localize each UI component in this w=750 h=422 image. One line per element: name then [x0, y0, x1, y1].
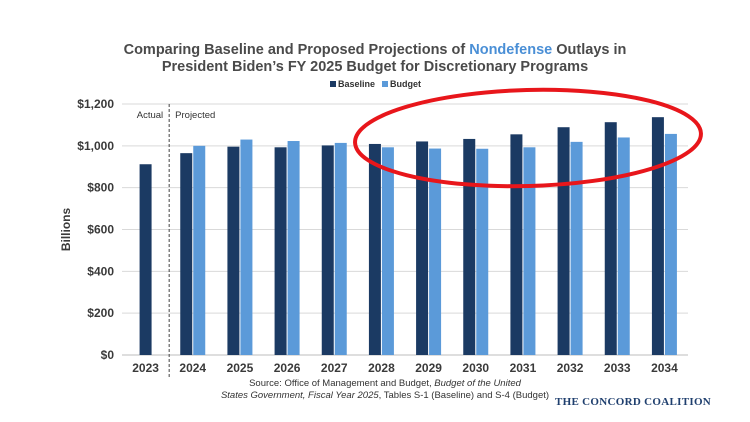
chart-title: Comparing Baseline and Proposed Projecti…	[0, 42, 750, 76]
bar-baseline-2024	[180, 153, 193, 355]
legend-swatch-budget	[382, 81, 388, 87]
x-tick-label: 2031	[510, 361, 537, 375]
bar-baseline-2028	[368, 143, 381, 355]
bar-budget-2027	[334, 142, 347, 355]
bar-budget-2032	[570, 141, 583, 355]
title-line-1: Comparing Baseline and Proposed Projecti…	[123, 42, 627, 58]
x-tick-label: 2029	[415, 361, 442, 375]
x-tick-label: 2026	[274, 361, 301, 375]
title-line-2: President Biden’s FY 2025 Budget for Dis…	[161, 59, 589, 75]
x-tick-label: 2023	[132, 361, 159, 375]
legend-swatch-baseline	[330, 81, 336, 87]
bar-budget-2030	[476, 148, 489, 355]
y-axis-label: Billions	[59, 208, 73, 252]
bar-baseline-2031	[510, 134, 523, 355]
x-tick-label: 2033	[604, 361, 631, 375]
bar-budget-2029	[429, 148, 442, 355]
y-tick-label: $800	[87, 181, 114, 195]
y-tick-label: $400	[87, 264, 114, 278]
actual-annotation: Actual	[137, 110, 163, 121]
bar-baseline-2025	[227, 146, 240, 355]
bar-budget-2024	[193, 145, 206, 355]
bar-baseline-2023	[139, 164, 152, 355]
bar-baseline-2026	[274, 147, 287, 355]
legend-label-budget: Budget	[390, 79, 421, 89]
projected-annotation: Projected	[175, 110, 215, 121]
bar-baseline-2033	[604, 122, 617, 355]
x-tick-label: 2034	[651, 361, 678, 375]
x-tick-label: 2028	[368, 361, 395, 375]
x-tick-label: 2025	[227, 361, 254, 375]
legend-label-baseline: Baseline	[338, 79, 375, 89]
highlight-ellipse	[353, 87, 703, 189]
bar-budget-2028	[381, 147, 394, 355]
concord-coalition-logo: THE CONCORD COALITION	[555, 396, 712, 408]
bar-budget-2031	[523, 147, 536, 355]
source-note: Source: Office of Management and Budget,…	[220, 378, 550, 401]
title-highlight: Nondefense	[469, 42, 553, 58]
bar-budget-2025	[240, 139, 253, 355]
x-tick-label: 2024	[179, 361, 206, 375]
y-tick-label: $1,200	[77, 97, 114, 111]
bar-baseline-2034	[651, 117, 664, 356]
bar-budget-2033	[617, 137, 630, 355]
x-tick-label: 2030	[462, 361, 489, 375]
bar-baseline-2027	[321, 145, 334, 355]
x-tick-label: 2032	[557, 361, 584, 375]
y-tick-label: $200	[87, 306, 114, 320]
bar-baseline-2029	[416, 141, 429, 355]
bar-baseline-2030	[463, 138, 476, 355]
y-tick-label: $1,000	[77, 139, 114, 153]
bar-budget-2026	[287, 141, 300, 355]
y-tick-label: $0	[101, 348, 115, 362]
bar-baseline-2032	[557, 127, 570, 355]
y-tick-label: $600	[87, 223, 114, 237]
bar-budget-2034	[664, 133, 677, 355]
x-tick-label: 2027	[321, 361, 348, 375]
